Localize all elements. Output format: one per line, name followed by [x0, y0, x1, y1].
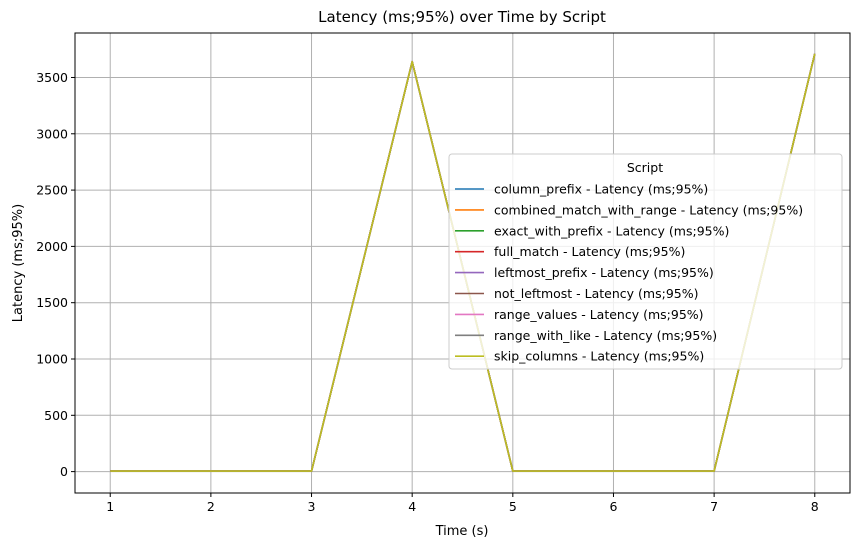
x-tick-label: 2: [207, 499, 215, 514]
x-tick-label: 3: [308, 499, 316, 514]
legend-entry: combined_match_with_range - Latency (ms;…: [494, 202, 803, 217]
legend-items: column_prefix - Latency (ms;95%) combined…: [455, 182, 803, 364]
x-tick-label: 6: [609, 499, 617, 514]
legend-entry: column_prefix - Latency (ms;95%): [494, 182, 708, 197]
y-axis-label: Latency (ms;95%): [11, 204, 26, 322]
legend: Script column_prefix - Latency (ms;95%)c…: [448, 153, 843, 370]
legend-box: [448, 153, 843, 370]
y-tick-label: 3000: [36, 126, 68, 141]
x-axis-label: Time (s): [435, 524, 489, 539]
y-axis-ticks: 0 500 1000 1500 2000 2500 3000 3500: [36, 70, 75, 479]
y-tick-label: 3500: [36, 70, 68, 85]
x-tick-label: 4: [408, 499, 416, 514]
chart-title: Latency (ms;95%) over Time by Script: [318, 8, 606, 26]
x-tick-label: 1: [106, 499, 114, 514]
legend-entry: leftmost_prefix - Latency (ms;95%): [494, 265, 714, 280]
plot-area: [74, 32, 851, 494]
x-tick-label: 8: [811, 499, 819, 514]
y-tick-label: 2000: [36, 239, 68, 254]
legend-entry: not_leftmost - Latency (ms;95%): [494, 286, 698, 301]
x-tick-label: 7: [710, 499, 718, 514]
legend-title: Script: [627, 160, 663, 175]
y-tick-label: 2500: [36, 183, 68, 198]
legend-entry: exact_with_prefix - Latency (ms;95%): [494, 223, 729, 238]
y-tick-label: 500: [44, 408, 68, 423]
legend-entry: range_values - Latency (ms;95%): [494, 307, 704, 322]
legend-entry: skip_columns - Latency (ms;95%): [494, 349, 704, 364]
legend-entry: range_with_like - Latency (ms;95%): [494, 328, 717, 343]
y-tick-label: 1500: [36, 295, 68, 310]
x-tick-label: 5: [509, 499, 517, 514]
x-axis-ticks: 1 2 3 4 5 6 7 8: [106, 493, 819, 514]
legend-entry: full_match - Latency (ms;95%): [494, 244, 685, 259]
y-tick-label: 0: [60, 464, 68, 479]
y-tick-label: 1000: [36, 351, 68, 366]
